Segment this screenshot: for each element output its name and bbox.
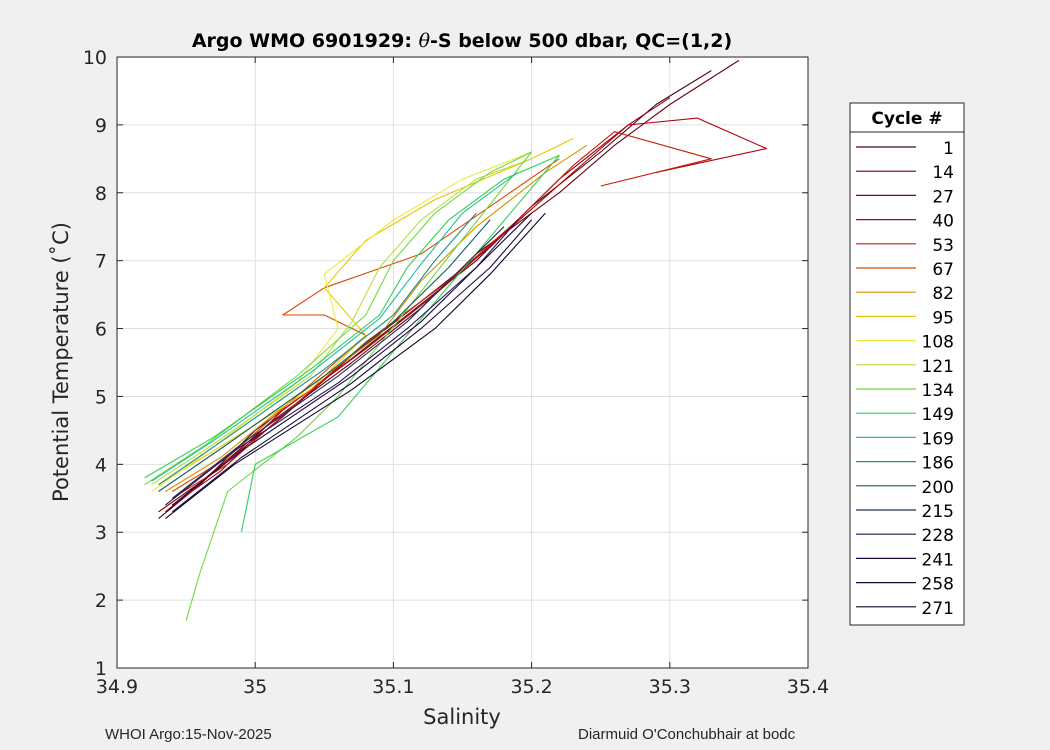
series-line-cycle-258 [171, 219, 533, 513]
chart-title-part-2: -S below 500 dbar, QC=(1,2) [430, 30, 732, 52]
series-line-cycle-200 [158, 219, 491, 492]
legend-label-cycle-67: 67 [932, 260, 954, 280]
legend-label-cycle-14: 14 [932, 163, 954, 183]
y-tick-label: 2 [95, 590, 107, 612]
y-tick-label: 7 [95, 251, 107, 273]
legend-box [849, 102, 965, 626]
series-line-cycle-82 [165, 144, 588, 492]
legend-label-cycle-27: 27 [932, 187, 954, 207]
series-line-cycle-121 [151, 158, 532, 486]
series-line-cycle-134 [144, 151, 533, 621]
series-line-cycle-271 [165, 212, 546, 520]
legend-label-cycle-271: 271 [922, 599, 954, 619]
chart-title-theta: θ [419, 30, 431, 52]
series-lines [144, 59, 768, 621]
legend-label-cycle-200: 200 [922, 478, 954, 498]
y-tick-label: 3 [95, 522, 107, 544]
chart-title-part-1: Argo WMO 6901929: [192, 30, 419, 52]
y-tick-label: 9 [95, 115, 107, 137]
y-tick-label: 6 [95, 319, 107, 341]
legend: Cycle # 1 14 27 40 53 67 82 95 108 121 134 149 169 18… [849, 102, 965, 626]
x-ticks: 34.9 35 35.1 35.2 35.3 35.4 [96, 57, 829, 698]
x-tick-label: 35.3 [649, 676, 691, 698]
legend-label-cycle-121: 121 [922, 357, 954, 377]
series-line-cycle-186 [158, 212, 477, 486]
footer-author: Diarmuid O'Conchubhair at bodc [578, 726, 796, 743]
series-line-cycle-67 [172, 158, 560, 492]
y-tick-label: 5 [95, 386, 107, 408]
y-tick-label: 8 [95, 183, 107, 205]
legend-label-cycle-241: 241 [922, 550, 954, 570]
series-line-cycle-149 [144, 154, 560, 533]
chart-title: Argo WMO 6901929: θ-S below 500 dbar, QC… [192, 30, 732, 52]
plot-area [117, 57, 808, 668]
legend-label-cycle-1: 1 [943, 139, 954, 159]
series-line-cycle-53 [172, 131, 712, 499]
legend-label-cycle-40: 40 [932, 212, 954, 232]
series-line-cycle-40 [171, 117, 768, 506]
legend-label-cycle-134: 134 [922, 381, 954, 401]
legend-label-cycle-258: 258 [922, 575, 954, 595]
legend-label-cycle-53: 53 [932, 236, 954, 256]
series-line-cycle-215 [171, 226, 505, 499]
series-line-cycle-241 [171, 212, 532, 506]
legend-title: Cycle # [871, 109, 942, 129]
legend-label-cycle-82: 82 [932, 284, 954, 304]
legend-label-cycle-169: 169 [922, 429, 954, 449]
y-tick-label: 10 [83, 47, 107, 69]
y-tick-label: 4 [95, 454, 107, 476]
x-tick-label: 35 [243, 676, 267, 698]
series-line-cycle-228 [165, 219, 519, 506]
x-tick-label: 34.9 [96, 676, 138, 698]
x-tick-label: 35.4 [787, 676, 829, 698]
plot-frame [116, 56, 809, 669]
legend-label-cycle-108: 108 [922, 333, 954, 353]
y-axis-label: Potential Temperature (˚C) [49, 222, 73, 502]
footer-source: WHOI Argo:15-Nov-2025 [105, 726, 272, 743]
x-tick-label: 35.2 [510, 676, 552, 698]
x-tick-label: 35.1 [372, 676, 414, 698]
series-line-cycle-169 [151, 171, 519, 482]
legend-label-cycle-215: 215 [922, 502, 954, 522]
x-axis-label: Salinity [423, 705, 501, 729]
y-ticks: 1 2 3 4 5 6 7 8 9 10 [83, 47, 808, 680]
legend-label-cycle-95: 95 [932, 308, 954, 328]
legend-items: 1 14 27 40 53 67 82 95 108 121 134 149 169 186 200 215 2… [856, 139, 954, 619]
y-tick-label: 1 [95, 658, 107, 680]
legend-label-cycle-149: 149 [922, 405, 954, 425]
legend-label-cycle-186: 186 [922, 454, 954, 474]
legend-label-cycle-228: 228 [922, 526, 954, 546]
